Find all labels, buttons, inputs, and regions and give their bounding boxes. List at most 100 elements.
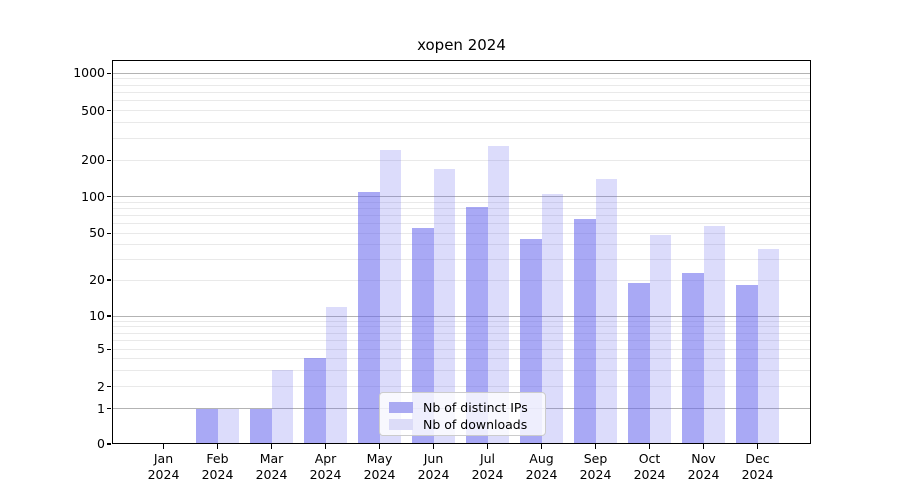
minor-gridline (112, 340, 811, 342)
bar-ips-dec (736, 285, 758, 444)
x-tick-month: Dec (745, 451, 770, 466)
bar-ips-apr (304, 358, 326, 444)
y-tick-mark (107, 315, 111, 317)
y-tick-label: 2 (97, 378, 105, 394)
legend-swatch-ips (389, 401, 413, 413)
y-tick-label: 20 (89, 272, 105, 287)
x-tick-year: 2024 (363, 466, 396, 482)
x-tick-month: Feb (206, 451, 229, 466)
bar-ips-jul (466, 206, 488, 444)
legend: Nb of distinct IPs Nb of downloads (379, 392, 546, 436)
x-tick-month: Aug (529, 451, 554, 466)
major-gridline (112, 196, 811, 198)
y-tick-mark (107, 279, 111, 281)
bar-downloads-jun (433, 168, 455, 444)
minor-gridline (112, 332, 811, 334)
bar-ips-jun (412, 228, 434, 444)
x-tick-year: 2024 (525, 466, 558, 482)
x-tick-month: Sep (583, 451, 608, 466)
x-tick-year: 2024 (201, 466, 234, 482)
y-tick-mark (107, 407, 111, 410)
legend-row: Nb of downloads (389, 416, 537, 432)
y-tick-label: 0 (97, 436, 105, 451)
y-tick-mark (107, 159, 111, 161)
bar-downloads-feb (217, 408, 239, 444)
legend-row: Nb of distinct IPs (389, 399, 537, 415)
y-tick-label: 200 (81, 152, 105, 168)
x-tick-label: Feb 2024 (190, 451, 246, 482)
x-tick-mark (378, 444, 381, 449)
y-tick-label: 1 (97, 400, 105, 416)
x-tick-month: Nov (691, 451, 716, 466)
x-tick-month: Jul (479, 451, 496, 466)
minor-gridline (112, 348, 811, 350)
minor-gridline (112, 122, 811, 124)
minor-gridline (112, 244, 811, 246)
x-tick-mark (270, 444, 273, 449)
bar-downloads-jul (487, 146, 509, 444)
x-tick-mark (756, 444, 759, 449)
minor-gridline (112, 223, 811, 225)
bar-downloads-oct (649, 235, 671, 444)
bar-ips-may (358, 191, 380, 444)
y-tick-mark (107, 196, 111, 198)
minor-gridline (112, 326, 811, 328)
minor-gridline (112, 357, 811, 359)
x-tick-year: 2024 (255, 466, 288, 482)
y-tick-label: 500 (81, 102, 105, 118)
bar-downloads-mar (271, 370, 293, 444)
legend-swatch-downloads (389, 418, 413, 430)
minor-gridline (112, 92, 811, 94)
minor-gridline (112, 137, 811, 139)
minor-gridline (112, 232, 811, 234)
y-tick-label: 1000 (73, 65, 105, 81)
minor-gridline (112, 201, 811, 203)
chart-title: xopen 2024 (417, 36, 506, 54)
y-tick-mark (107, 443, 111, 445)
minor-gridline (112, 215, 811, 217)
bar-ips-sep (574, 219, 596, 444)
minor-gridline (112, 369, 811, 371)
x-tick-year: 2024 (741, 466, 774, 482)
minor-gridline (112, 110, 811, 112)
x-tick-label: Jul 2024 (460, 451, 516, 482)
y-tick-mark (107, 232, 111, 234)
x-tick-year: 2024 (471, 466, 504, 482)
minor-gridline (112, 100, 811, 102)
y-tick-mark (107, 110, 111, 112)
y-tick-label: 50 (89, 225, 105, 241)
x-tick-year: 2024 (579, 466, 612, 482)
minor-gridline (112, 84, 811, 86)
minor-gridline (112, 159, 811, 161)
x-tick-year: 2024 (687, 466, 720, 482)
x-tick-label: May 2024 (352, 451, 408, 482)
y-tick-label: 10 (89, 308, 105, 323)
y-tick-label: 5 (97, 341, 105, 357)
x-tick-mark (540, 444, 543, 449)
x-tick-label: Jan 2024 (136, 451, 192, 482)
x-tick-month: Mar (259, 451, 284, 466)
x-tick-month: May (366, 451, 393, 466)
bar-downloads-aug (541, 194, 563, 444)
bar-ips-mar (250, 408, 272, 444)
minor-gridline (112, 78, 811, 80)
legend-label: Nb of distinct IPs (423, 399, 528, 415)
x-tick-label: Jun 2024 (406, 451, 462, 482)
x-tick-mark (486, 444, 489, 449)
legend-label: Nb of downloads (423, 416, 528, 432)
x-tick-year: 2024 (417, 466, 450, 482)
bar-ips-feb (196, 408, 218, 444)
x-tick-mark (162, 444, 165, 449)
x-tick-month: Jan (153, 451, 174, 466)
minor-gridline (112, 207, 811, 209)
x-tick-year: 2024 (633, 466, 666, 482)
x-tick-label: Dec 2024 (730, 451, 786, 482)
x-tick-year: 2024 (309, 466, 342, 482)
bar-downloads-sep (595, 179, 617, 444)
bar-downloads-apr (325, 306, 347, 444)
x-tick-label: Nov 2024 (676, 451, 732, 482)
x-tick-month: Apr (314, 451, 337, 466)
x-tick-label: Mar 2024 (244, 451, 300, 482)
x-tick-mark (324, 444, 327, 449)
